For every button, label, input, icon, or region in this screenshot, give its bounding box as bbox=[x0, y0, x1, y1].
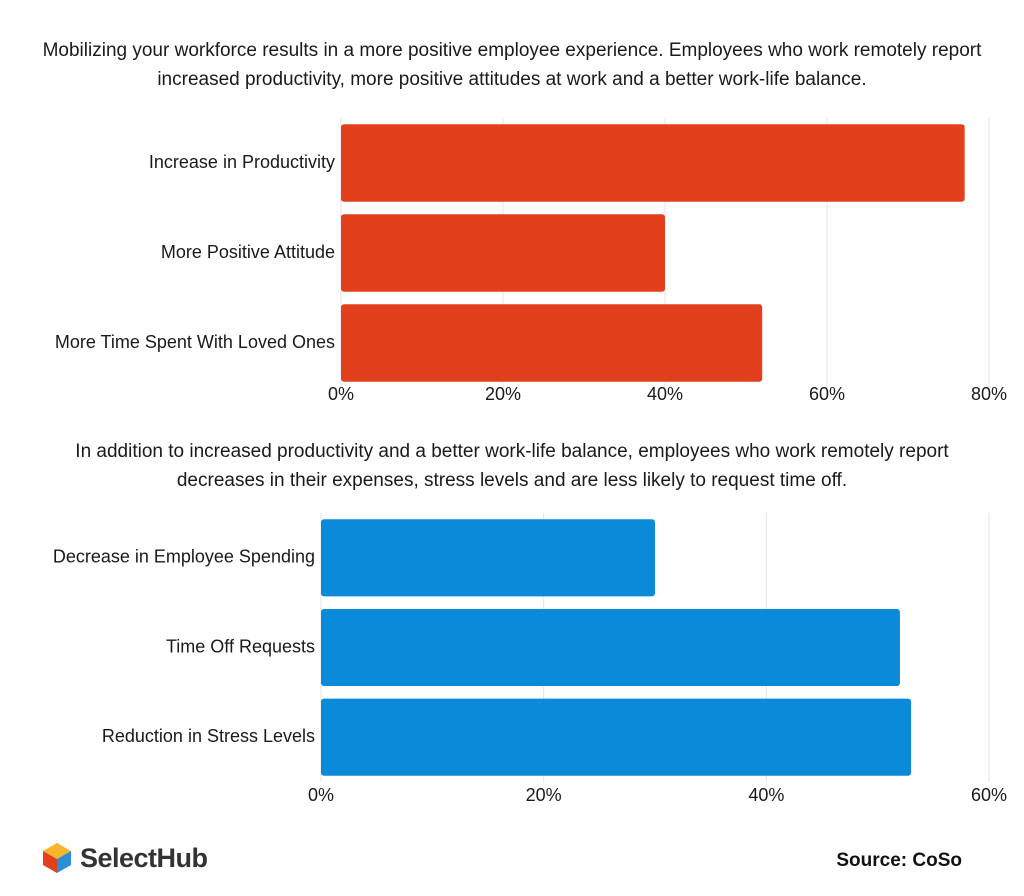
logo: SelectHub bbox=[42, 842, 208, 874]
y-tick-label: More Time Spent With Loved Ones bbox=[55, 332, 335, 352]
y-tick-label: Reduction in Stress Levels bbox=[102, 726, 315, 746]
bar bbox=[321, 519, 655, 597]
source: Source: CoSo bbox=[836, 850, 962, 871]
bar bbox=[321, 608, 900, 687]
logo-text: SelectHub bbox=[80, 842, 208, 873]
x-tick-label: 60% bbox=[971, 785, 1007, 805]
charts: 0% 20% 40% 60% 80% Increase in Productivity Mo… bbox=[53, 118, 1007, 805]
chart-title: Mobilizing your workforce results in a m… bbox=[42, 40, 982, 90]
x-tick-label: 40% bbox=[647, 384, 683, 404]
bar bbox=[341, 214, 665, 292]
x-tick-label: 0% bbox=[328, 384, 354, 404]
chart-title: In addition to increased productivity an… bbox=[75, 441, 949, 491]
logo-icon bbox=[43, 843, 71, 873]
y-tick-label: Increase in Productivity bbox=[149, 152, 335, 172]
x-tick-label: 0% bbox=[308, 785, 334, 805]
bar bbox=[341, 124, 965, 202]
x-tick-label: 20% bbox=[485, 384, 521, 404]
y-tick-label: Time Off Requests bbox=[166, 636, 315, 656]
x-tick-label: 20% bbox=[526, 785, 562, 805]
y-tick-label: More Positive Attitude bbox=[161, 242, 335, 262]
y-tick-label: Decrease in Employee Spending bbox=[53, 547, 315, 567]
x-tick-label: 40% bbox=[748, 785, 784, 805]
x-tick-label: 80% bbox=[971, 384, 1007, 404]
bar bbox=[341, 304, 763, 382]
bar bbox=[321, 698, 912, 776]
x-tick-label: 60% bbox=[809, 384, 845, 404]
